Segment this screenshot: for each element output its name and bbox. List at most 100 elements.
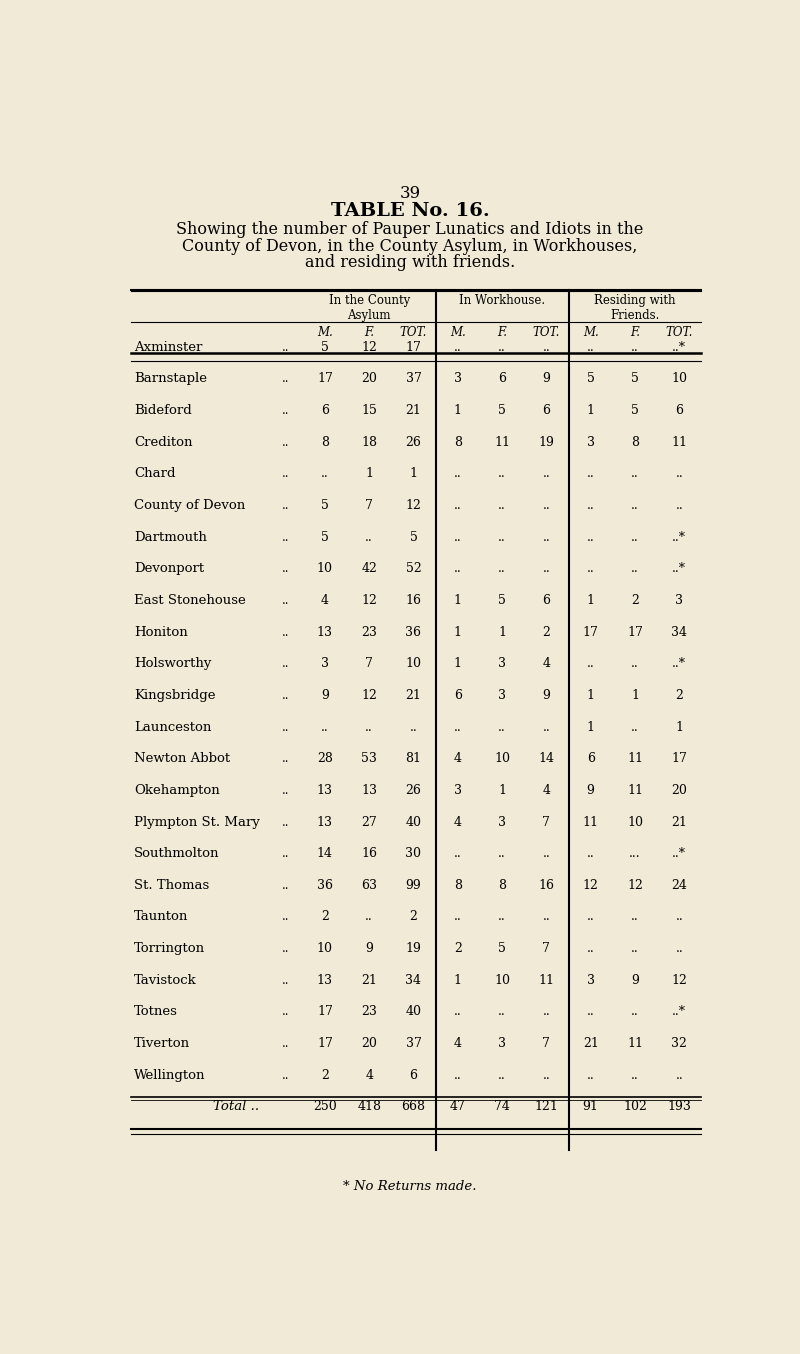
Text: 8: 8: [454, 879, 462, 892]
Text: County of Devon: County of Devon: [134, 500, 246, 512]
Text: 12: 12: [582, 879, 598, 892]
Text: ..: ..: [586, 657, 594, 670]
Text: 11: 11: [582, 815, 598, 829]
Text: and residing with friends.: and residing with friends.: [305, 255, 515, 271]
Text: ..: ..: [542, 1006, 550, 1018]
Text: Barnstaple: Barnstaple: [134, 372, 207, 386]
Text: 53: 53: [362, 753, 377, 765]
Text: ..: ..: [586, 467, 594, 481]
Text: ..: ..: [454, 1068, 462, 1082]
Text: ..*: ..*: [672, 341, 686, 353]
Text: ..: ..: [282, 689, 290, 701]
Text: Okehampton: Okehampton: [134, 784, 220, 798]
Text: ..: ..: [282, 815, 290, 829]
Text: 13: 13: [317, 626, 333, 639]
Text: ..: ..: [675, 942, 683, 955]
Text: ..: ..: [542, 500, 550, 512]
Text: 1: 1: [365, 467, 373, 481]
Text: 26: 26: [406, 784, 422, 798]
Text: Crediton: Crediton: [134, 436, 193, 448]
Text: ..: ..: [454, 720, 462, 734]
Text: ..: ..: [454, 341, 462, 353]
Text: 17: 17: [317, 372, 333, 386]
Text: Newton Abbot: Newton Abbot: [134, 753, 230, 765]
Text: TOT.: TOT.: [533, 326, 560, 338]
Text: 6: 6: [498, 372, 506, 386]
Text: 10: 10: [671, 372, 687, 386]
Text: 13: 13: [317, 784, 333, 798]
Text: 20: 20: [671, 784, 687, 798]
Text: 250: 250: [313, 1101, 337, 1113]
Text: 1: 1: [586, 403, 594, 417]
Text: F.: F.: [364, 326, 374, 338]
Text: 5: 5: [321, 531, 329, 544]
Text: ..: ..: [631, 562, 639, 575]
Text: 36: 36: [317, 879, 333, 892]
Text: 5: 5: [498, 594, 506, 607]
Text: ..: ..: [454, 1006, 462, 1018]
Text: 2: 2: [675, 689, 683, 701]
Text: 40: 40: [406, 815, 422, 829]
Text: St. Thomas: St. Thomas: [134, 879, 210, 892]
Text: 5: 5: [410, 531, 418, 544]
Text: 5: 5: [631, 372, 639, 386]
Text: 18: 18: [361, 436, 377, 448]
Text: ..: ..: [542, 341, 550, 353]
Text: Kingsbridge: Kingsbridge: [134, 689, 216, 701]
Text: ..: ..: [675, 467, 683, 481]
Text: 11: 11: [671, 436, 687, 448]
Text: 39: 39: [399, 185, 421, 202]
Text: ..: ..: [498, 467, 506, 481]
Text: 32: 32: [671, 1037, 687, 1051]
Text: 34: 34: [671, 626, 687, 639]
Text: 3: 3: [498, 1037, 506, 1051]
Text: ..: ..: [282, 403, 290, 417]
Text: Honiton: Honiton: [134, 626, 188, 639]
Text: ..: ..: [366, 910, 373, 923]
Text: F.: F.: [630, 326, 640, 338]
Text: 1: 1: [586, 594, 594, 607]
Text: 34: 34: [406, 974, 422, 987]
Text: 2: 2: [631, 594, 639, 607]
Text: M.: M.: [450, 326, 466, 338]
Text: ..: ..: [366, 531, 373, 544]
Text: 9: 9: [321, 689, 329, 701]
Text: ..: ..: [321, 720, 329, 734]
Text: 2: 2: [454, 942, 462, 955]
Text: 10: 10: [494, 974, 510, 987]
Text: 1: 1: [454, 974, 462, 987]
Text: 1: 1: [631, 689, 639, 701]
Text: TOT.: TOT.: [666, 326, 693, 338]
Text: 21: 21: [582, 1037, 598, 1051]
Text: 8: 8: [498, 879, 506, 892]
Text: ..: ..: [282, 531, 290, 544]
Text: 6: 6: [542, 594, 550, 607]
Text: ..: ..: [586, 1006, 594, 1018]
Text: 24: 24: [671, 879, 687, 892]
Text: 7: 7: [542, 942, 550, 955]
Text: Torrington: Torrington: [134, 942, 206, 955]
Text: 8: 8: [454, 436, 462, 448]
Text: ..: ..: [586, 341, 594, 353]
Text: 6: 6: [321, 403, 329, 417]
Text: ..: ..: [282, 753, 290, 765]
Text: ..: ..: [542, 1068, 550, 1082]
Text: 4: 4: [454, 1037, 462, 1051]
Text: ..: ..: [542, 910, 550, 923]
Text: Showing the number of Pauper Lunatics and Idiots in the: Showing the number of Pauper Lunatics an…: [176, 221, 644, 238]
Text: ..: ..: [542, 467, 550, 481]
Text: Bideford: Bideford: [134, 403, 192, 417]
Text: 9: 9: [366, 942, 373, 955]
Text: 5: 5: [498, 942, 506, 955]
Text: ..: ..: [498, 341, 506, 353]
Text: ..: ..: [282, 1006, 290, 1018]
Text: 9: 9: [542, 689, 550, 701]
Text: Chard: Chard: [134, 467, 176, 481]
Text: Holsworthy: Holsworthy: [134, 657, 211, 670]
Text: 23: 23: [362, 1006, 377, 1018]
Text: ..: ..: [282, 626, 290, 639]
Text: ..: ..: [282, 848, 290, 860]
Text: 30: 30: [406, 848, 422, 860]
Text: ..: ..: [631, 500, 639, 512]
Text: 10: 10: [317, 942, 333, 955]
